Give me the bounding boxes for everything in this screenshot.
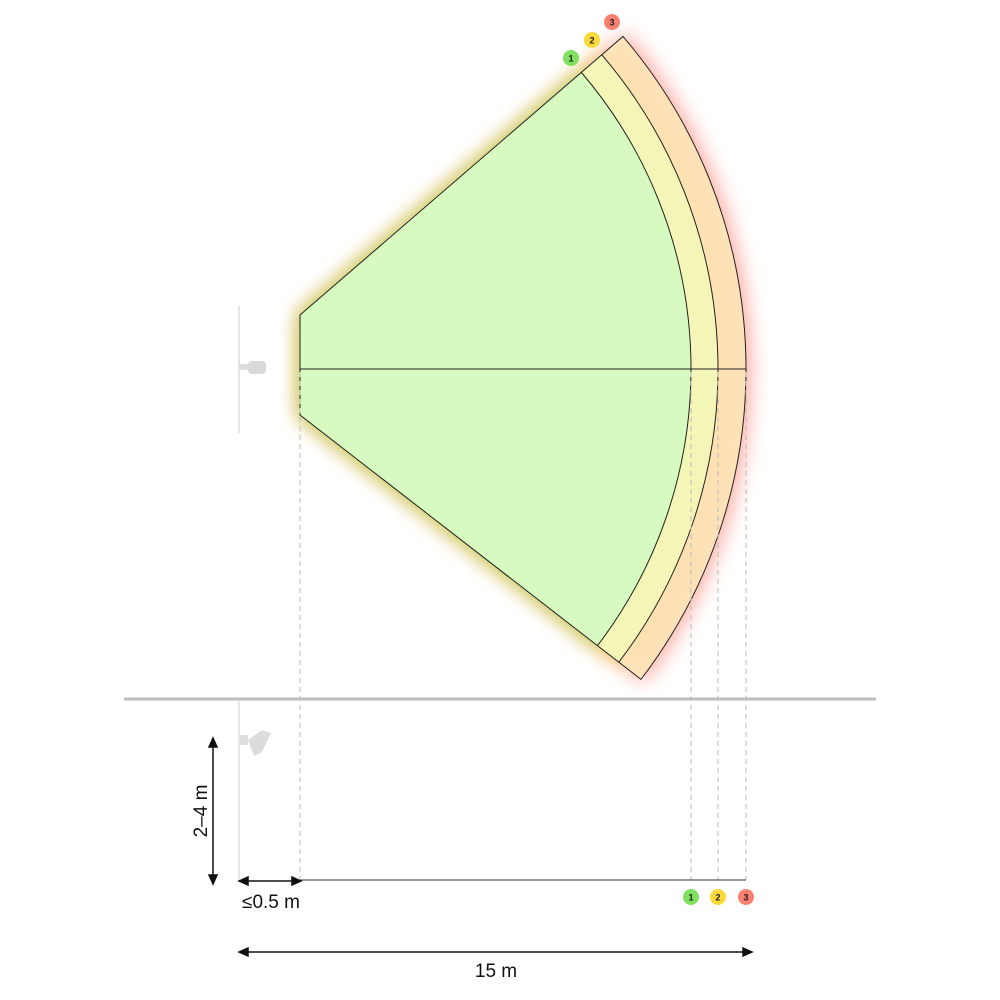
- zone-2-badge: 2: [710, 889, 726, 905]
- zone-2-arc: [601, 54, 719, 663]
- zone-outlines: [299, 35, 747, 681]
- zone-badge-label: 3: [743, 893, 748, 903]
- camera-detector-icon: [240, 730, 271, 756]
- zone-badge-label: 3: [609, 18, 614, 28]
- zone-3-badge: 3: [738, 889, 754, 905]
- zone-badge-label: 1: [688, 893, 693, 903]
- height-label: 2–4 m: [191, 785, 212, 838]
- zone-3-badge: 3: [604, 14, 620, 30]
- zone-1-fill: [300, 72, 692, 646]
- zone-1-badge: 1: [683, 889, 699, 905]
- zone-2-badge: 2: [584, 32, 600, 48]
- zone-fills: [300, 36, 747, 680]
- height-arrow: [207, 736, 219, 886]
- zone-3-outline: [299, 35, 747, 681]
- zone-1-badge: 1: [563, 50, 579, 66]
- zone-badge-label: 1: [568, 54, 573, 64]
- range-label: 15 m: [475, 961, 517, 982]
- offset-label: ≤0.5 m: [242, 892, 300, 913]
- zone-1-arc: [580, 71, 692, 647]
- projection-lines: [299, 372, 747, 880]
- camera-detector-icon: [239, 361, 266, 374]
- offset-arrow: [237, 875, 303, 887]
- range-arrow: [237, 946, 754, 958]
- zone-badge-label: 2: [715, 893, 720, 903]
- zone-badge-label: 2: [589, 36, 594, 46]
